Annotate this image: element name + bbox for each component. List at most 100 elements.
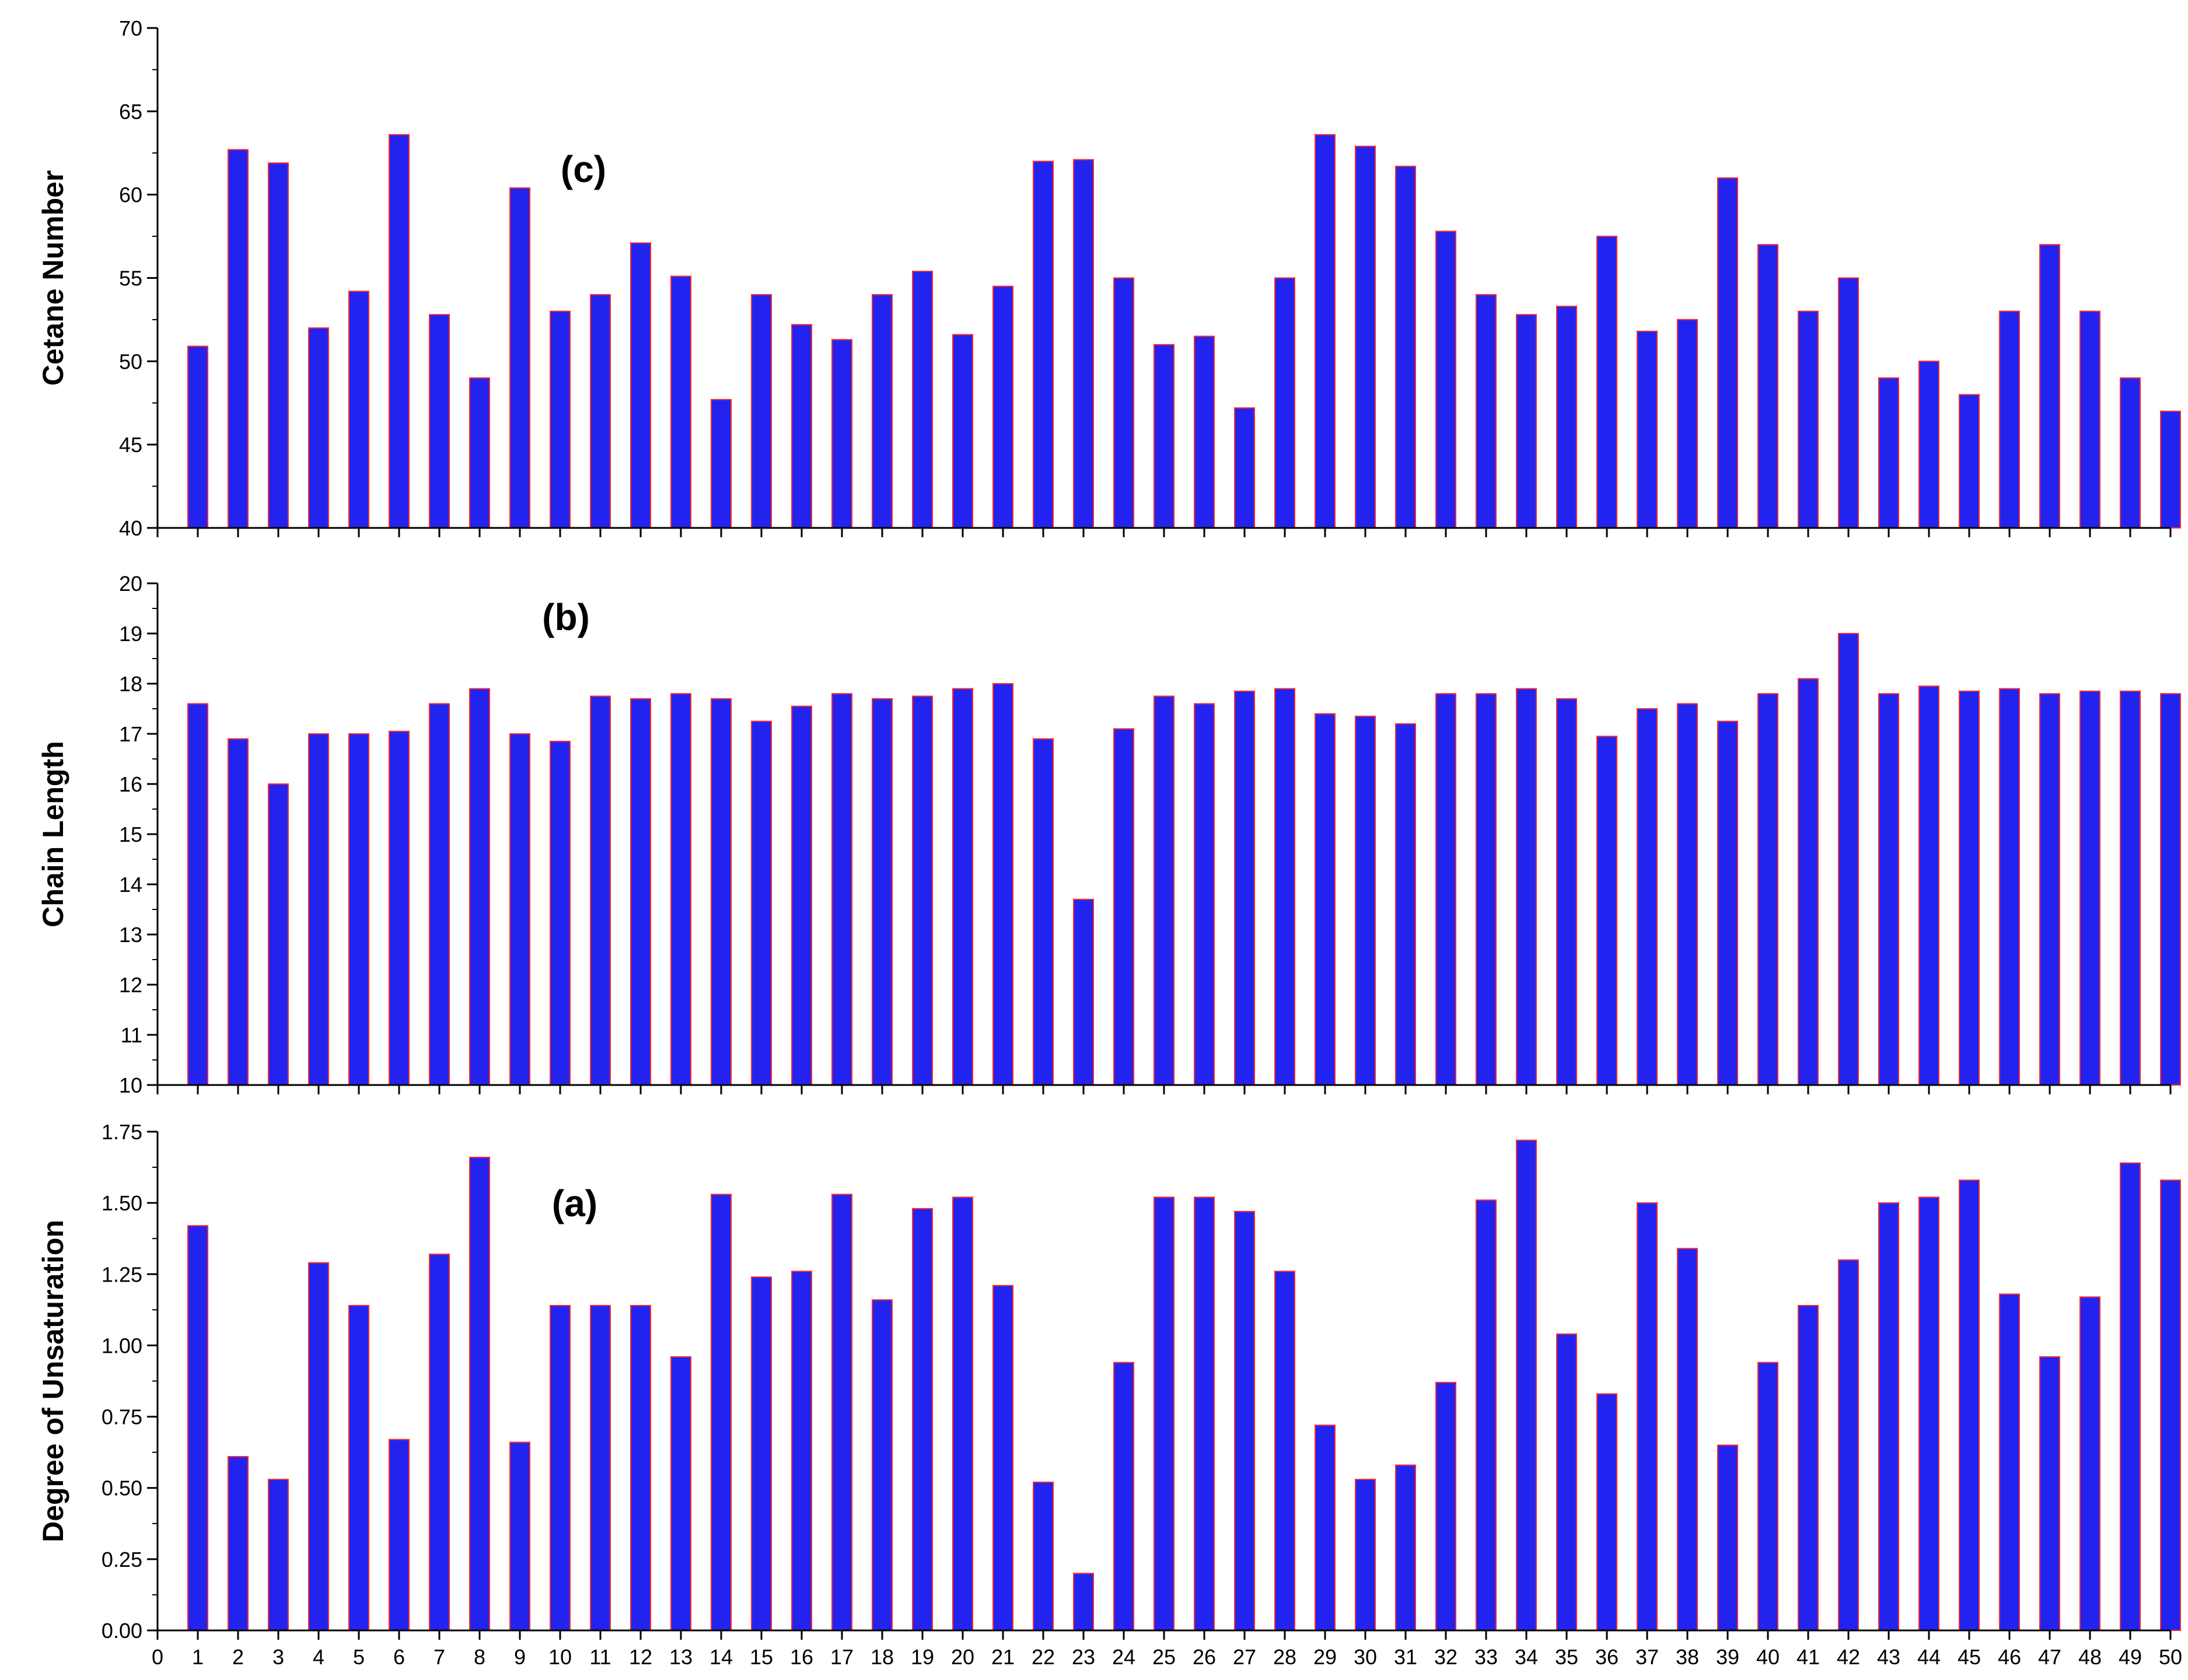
bar-13 (670, 693, 691, 1086)
bar-19 (912, 271, 933, 528)
x-tick-label: 13 (669, 1645, 693, 1669)
bar-27 (1234, 690, 1255, 1086)
x-tick-label: 6 (393, 1645, 405, 1669)
bar-26 (1194, 703, 1215, 1086)
y-tick-label: 70 (119, 16, 142, 40)
bar-40 (1757, 1362, 1778, 1631)
y-axis-title: Cetane Number (37, 170, 69, 386)
y-tick-label: 60 (119, 183, 142, 207)
bar-19 (912, 1208, 933, 1631)
bar-35 (1556, 306, 1577, 528)
bar-42 (1838, 277, 1859, 528)
bar-11 (590, 695, 611, 1086)
bar-2 (228, 738, 249, 1086)
x-tick-label: 17 (830, 1645, 854, 1669)
bar-31 (1395, 166, 1416, 529)
bar-4 (308, 327, 329, 528)
x-tick-label: 10 (548, 1645, 572, 1669)
bar-33 (1476, 693, 1497, 1086)
x-tick-label: 48 (2078, 1645, 2102, 1669)
bar-1 (187, 1225, 208, 1631)
bar-12 (630, 242, 651, 528)
bar-14 (711, 1194, 732, 1631)
bar-21 (992, 1284, 1013, 1632)
bar-31 (1395, 1464, 1416, 1632)
bar-5 (348, 733, 369, 1086)
x-tick-label: 24 (1112, 1645, 1135, 1669)
bar-44 (1918, 1196, 1939, 1631)
bar-38 (1677, 318, 1698, 529)
bar-34 (1516, 314, 1537, 528)
bar-3 (268, 783, 289, 1086)
x-tick-label: 20 (951, 1645, 974, 1669)
x-tick-label: 30 (1354, 1645, 1377, 1669)
bar-21 (992, 683, 1013, 1086)
bar-25 (1154, 344, 1175, 528)
bar-44 (1918, 685, 1939, 1086)
bar-46 (1999, 310, 2020, 528)
bar-17 (831, 693, 852, 1086)
bar-22 (1033, 1481, 1054, 1631)
y-tick-label: 55 (119, 267, 142, 290)
bar-10 (550, 740, 571, 1086)
bar-20 (952, 1196, 973, 1631)
bar-47 (2039, 244, 2060, 528)
x-tick-label: 9 (514, 1645, 526, 1669)
bar-14 (711, 399, 732, 528)
bar-36 (1596, 1393, 1617, 1631)
y-axis-title: Degree of Unsaturation (37, 1220, 69, 1542)
panel-label: (b) (542, 596, 590, 638)
bar-23 (1073, 898, 1094, 1086)
bar-12 (630, 1305, 651, 1631)
y-tick-label: 50 (119, 349, 142, 373)
y-tick-label: 15 (119, 822, 142, 846)
bar-21 (992, 285, 1013, 528)
bar-26 (1194, 1196, 1215, 1631)
panel-cetane-number: 40 45 50 55 60 65 70 Cetane Number (c) (37, 16, 2181, 540)
bar-24 (1113, 1362, 1134, 1631)
bar-9 (509, 733, 530, 1086)
x-tick-label: 35 (1555, 1645, 1578, 1669)
bar-23 (1073, 1573, 1094, 1632)
x-tick-label: 45 (1958, 1645, 1981, 1669)
bar-34 (1516, 1139, 1537, 1631)
x-tick-label: 25 (1152, 1645, 1176, 1669)
x-tick-label: 4 (313, 1645, 324, 1669)
bar-49 (2120, 690, 2141, 1086)
x-tick-label: 21 (991, 1645, 1015, 1669)
bar-9 (509, 1441, 530, 1631)
bar-11 (590, 1305, 611, 1631)
x-tick-label: 46 (1998, 1645, 2021, 1669)
bar-30 (1355, 1479, 1376, 1632)
bar-15 (751, 720, 772, 1086)
y-tick-label: 65 (119, 100, 142, 124)
bar-4 (308, 733, 329, 1086)
bar-25 (1154, 1196, 1175, 1631)
bar-48 (2079, 310, 2100, 528)
x-tick-label: 14 (709, 1645, 733, 1669)
x-tick-label: 44 (1917, 1645, 1941, 1669)
panel-degree-of-unsaturation: 0.000.250.500.751.001.251.501.750 1 2 3 4 5 6 7… (37, 1120, 2182, 1669)
bar-35 (1556, 1333, 1577, 1631)
bar-3 (268, 162, 289, 528)
y-tick-label: 13 (119, 923, 142, 947)
bar-29 (1315, 713, 1336, 1086)
bar-29 (1315, 1424, 1336, 1631)
x-tick-label: 38 (1676, 1645, 1699, 1669)
bar-50 (2160, 411, 2181, 528)
bar-31 (1395, 723, 1416, 1086)
bar-30 (1355, 145, 1376, 529)
bar-39 (1717, 177, 1738, 529)
bar-32 (1435, 693, 1456, 1086)
bar-38 (1677, 1248, 1698, 1632)
x-tick-label: 50 (2159, 1645, 2182, 1669)
bar-18 (872, 1299, 893, 1632)
bar-18 (872, 294, 893, 528)
bar-14 (711, 698, 732, 1086)
bar-37 (1637, 708, 1658, 1086)
bar-48 (2079, 1296, 2100, 1631)
bar-43 (1878, 377, 1899, 529)
bar-43 (1878, 1202, 1899, 1632)
x-tick-label: 16 (790, 1645, 813, 1669)
y-tick-label: 45 (119, 433, 142, 457)
